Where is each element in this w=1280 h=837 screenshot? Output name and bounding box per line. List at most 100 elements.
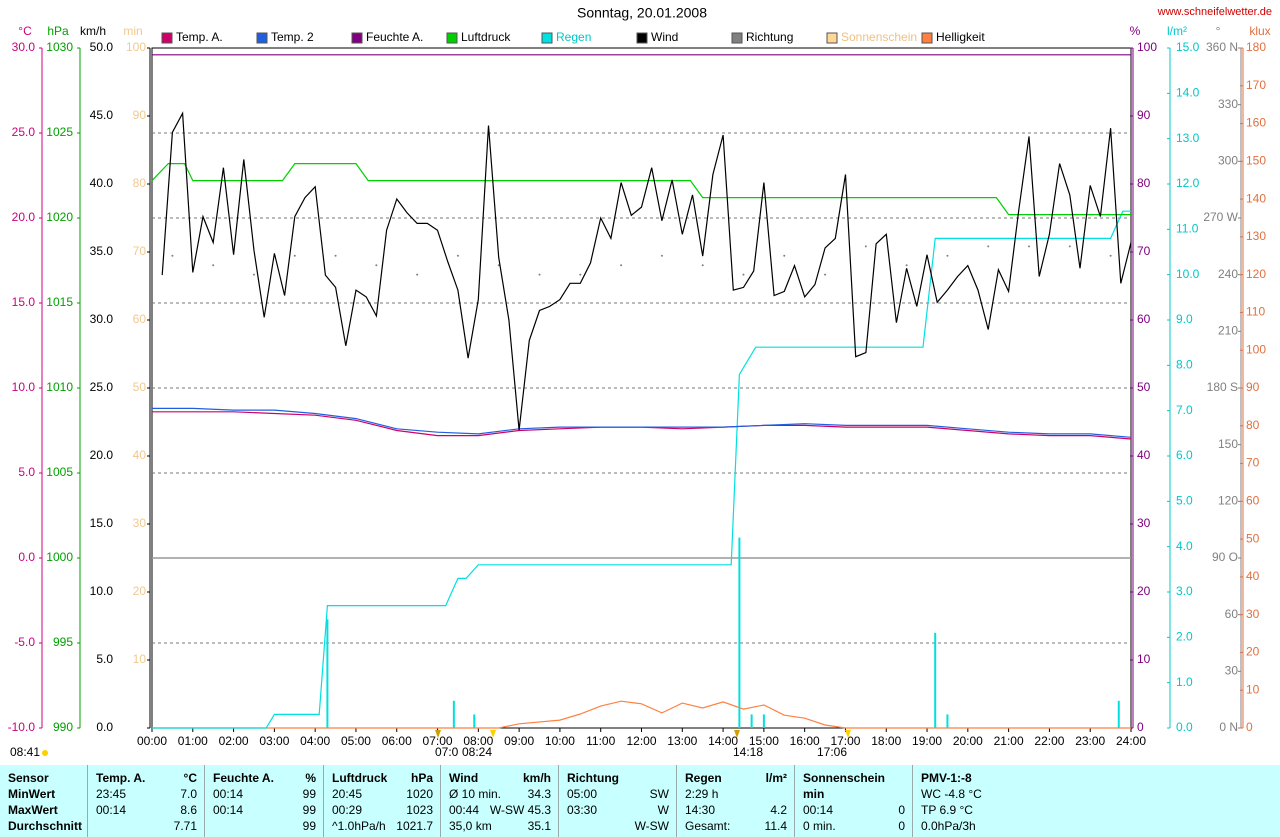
y-tick-label: 20 [1137, 584, 1151, 598]
sun-marker [490, 730, 496, 738]
y-tick-label: 140 [1246, 191, 1266, 205]
x-tick-label: 24:00 [1116, 734, 1146, 748]
table-cell: ^1.0hPa/h 1021.7 [324, 818, 441, 834]
annotation: 08:24 [462, 745, 492, 759]
series-line [152, 407, 1132, 438]
y-tick-label: 300 [1218, 154, 1238, 168]
table-cell: MinWert [0, 786, 88, 802]
y-tick-label: 30.0 [12, 40, 36, 54]
cell-left: 2:29 h [685, 787, 719, 801]
table-cell: Richtung [559, 770, 677, 786]
y-tick-label: 8.0 [1176, 358, 1193, 372]
rain-bar [473, 714, 476, 728]
y-tick-label: 10 [1246, 682, 1260, 696]
y-tick-label: 20.0 [12, 210, 36, 224]
cell-left: Feuchte A. [213, 771, 274, 785]
x-tick-label: 04:00 [300, 734, 330, 748]
chart-title: Sonntag, 20.01.2008 [577, 5, 707, 21]
table-cell: Durchschnitt [0, 818, 88, 834]
y-tick-label: 15.0 [12, 295, 36, 309]
direction-dot [212, 264, 215, 267]
table-cell: 20:45 1020 [324, 786, 441, 802]
cell-right: 99 [302, 787, 316, 801]
y-tick-label: 90 [1137, 108, 1151, 122]
sun-marker [734, 730, 740, 738]
y-tick-label: 90 [133, 108, 147, 122]
cell-left: 23:45 [96, 787, 127, 801]
table-cell: 05:00 SW [559, 786, 677, 802]
cell-right: 0 [898, 819, 905, 833]
annotation: 14:18 [733, 745, 763, 759]
series-line [161, 111, 1132, 431]
table-cell: 2:29 h [677, 786, 795, 802]
y-tick-label: 7.0 [1176, 403, 1193, 417]
y-tick-label: 15.0 [1176, 40, 1200, 54]
column-separator [558, 765, 559, 837]
y-tick-label: 30 [1137, 516, 1151, 530]
direction-dot [456, 254, 459, 257]
y-tick-label: 10.0 [12, 380, 36, 394]
cell-right: 11.4 [764, 819, 787, 833]
cell-left: 00:14 [213, 787, 244, 801]
cell-left: Sensor [8, 771, 49, 785]
x-tick-label: 01:00 [178, 734, 208, 748]
direction-dot [660, 254, 663, 257]
cell-right: W [657, 803, 669, 817]
legend-label: Temp. A. [176, 30, 223, 44]
cell-right: 99 [302, 819, 316, 833]
y-tick-label: 6.0 [1176, 448, 1193, 462]
y-tick-label: 5.0 [18, 465, 35, 479]
direction-dot [375, 264, 378, 267]
y-tick-label: 20 [133, 584, 147, 598]
cell-right: 1023 [406, 803, 433, 817]
cell-right: l/m² [765, 771, 787, 785]
cell-left: 03:30 [567, 803, 598, 817]
y-tick-label: 60 [1137, 312, 1151, 326]
x-tick-label: 18:00 [871, 734, 901, 748]
y-tick-label: 50.0 [90, 40, 114, 54]
cell-left: 00:14 [803, 803, 834, 817]
annotation: 17:06 [817, 745, 847, 759]
direction-dot [987, 245, 990, 248]
axis-title: min [123, 24, 142, 38]
y-tick-label: -5.0 [14, 635, 35, 649]
y-tick-label: 1000 [46, 550, 73, 564]
cell-right: hPa [410, 771, 433, 785]
y-tick-label: 995 [53, 635, 73, 649]
direction-dot [742, 273, 745, 276]
x-tick-label: 05:00 [341, 734, 371, 748]
y-tick-label: 90 [1246, 380, 1260, 394]
rain-bar [762, 714, 765, 728]
y-tick-label: 2.0 [1176, 630, 1193, 644]
y-tick-label: 70 [1137, 244, 1151, 258]
table-cell: Ø 10 min. 34.3 [441, 786, 559, 802]
table-cell: Sensor [0, 770, 88, 786]
table-cell [795, 786, 913, 802]
cell-right: 8.6 [180, 803, 197, 817]
column-separator [87, 765, 88, 837]
annotation: 08:41 [10, 745, 40, 759]
sun-marker [435, 730, 441, 738]
y-tick-label: 100 [1246, 342, 1266, 356]
legend-label: Helligkeit [936, 30, 985, 44]
cell-right: 0 [898, 803, 905, 817]
cell-right: km/h [522, 771, 551, 785]
y-tick-label: 1020 [46, 210, 73, 224]
table-cell: 00:14 99 [205, 802, 324, 818]
y-tick-label: 80 [133, 176, 147, 190]
cell-left: 05:00 [567, 787, 598, 801]
y-tick-label: 70 [1246, 456, 1260, 470]
rain-bar [452, 700, 455, 728]
cell-left: WC -4.8 °C [921, 787, 982, 801]
y-tick-label: 1030 [46, 40, 73, 54]
table-cell: 23:45 7.0 [88, 786, 205, 802]
table-cell: 35,0 km 35.1 [441, 818, 559, 834]
y-tick-label: 180 [1246, 40, 1266, 54]
rain-bar [750, 714, 753, 728]
cell-right: % [305, 771, 316, 785]
rain-bar [738, 537, 741, 728]
y-tick-label: 100 [1137, 40, 1157, 54]
legend-label: Wind [651, 30, 678, 44]
direction-dot [824, 273, 827, 276]
y-tick-label: 160 [1246, 116, 1266, 130]
